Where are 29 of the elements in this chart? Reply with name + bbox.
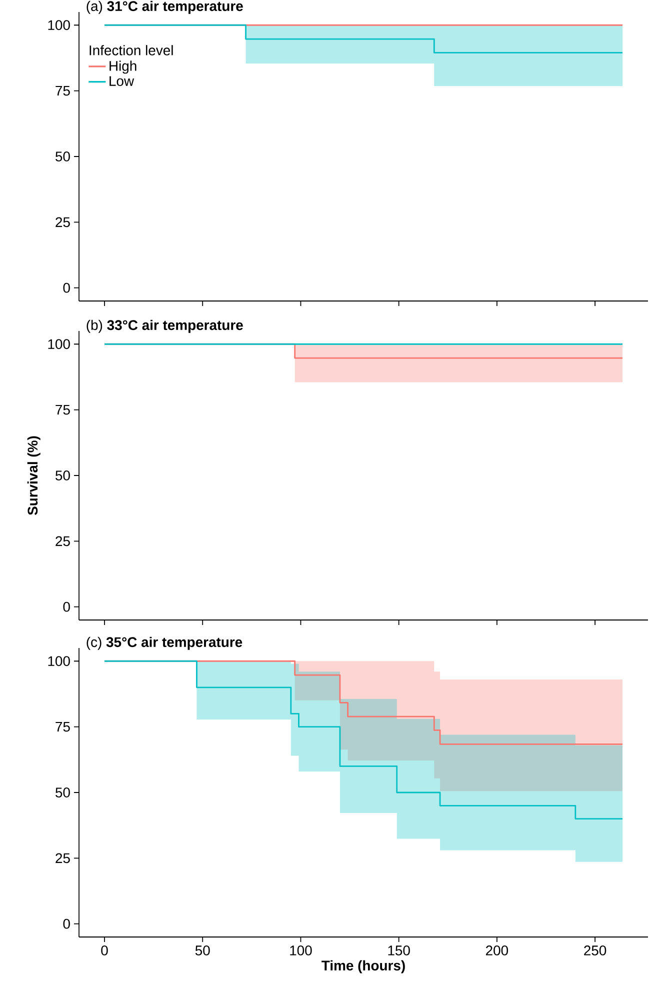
x-tick-label: 0 [101, 946, 108, 956]
chart-title: (b) 33°C air temperature [86, 320, 243, 333]
y-tick-label: 50 [56, 788, 70, 798]
y-tick-label: 100 [48, 20, 70, 30]
y-tick-label: 25 [56, 217, 70, 228]
x-tick-label: 250 [584, 946, 606, 956]
y-tick-label: 75 [56, 722, 70, 732]
y-tick-label: 25 [56, 536, 70, 546]
x-tick-label: 200 [486, 946, 508, 956]
y-tick-label: 50 [56, 470, 70, 480]
x-tick-label: 150 [388, 946, 410, 956]
y-axis-title: Survival (%) [27, 436, 40, 516]
x-tick-label: 100 [290, 946, 312, 956]
y-tick-label: 75 [56, 86, 70, 96]
y-tick-label: 50 [56, 152, 70, 162]
x-axis-title: Time (hours) [322, 960, 405, 974]
y-tick-label: 25 [56, 853, 70, 864]
legend-label: High [110, 60, 136, 74]
chart-title: (c) 35°C air temperature [86, 636, 242, 650]
legend-label: Low [110, 76, 134, 86]
y-tick-label: 0 [63, 918, 70, 929]
legend-title: Infection level [90, 45, 173, 56]
y-tick-label: 100 [48, 339, 70, 350]
y-tick-label: 100 [48, 656, 70, 666]
chart-title: (a) 31°C air temperature [86, 0, 243, 14]
x-tick-label: 50 [195, 946, 210, 956]
y-tick-label: 0 [63, 282, 70, 293]
y-tick-label: 75 [56, 404, 70, 415]
y-tick-label: 0 [63, 602, 70, 612]
